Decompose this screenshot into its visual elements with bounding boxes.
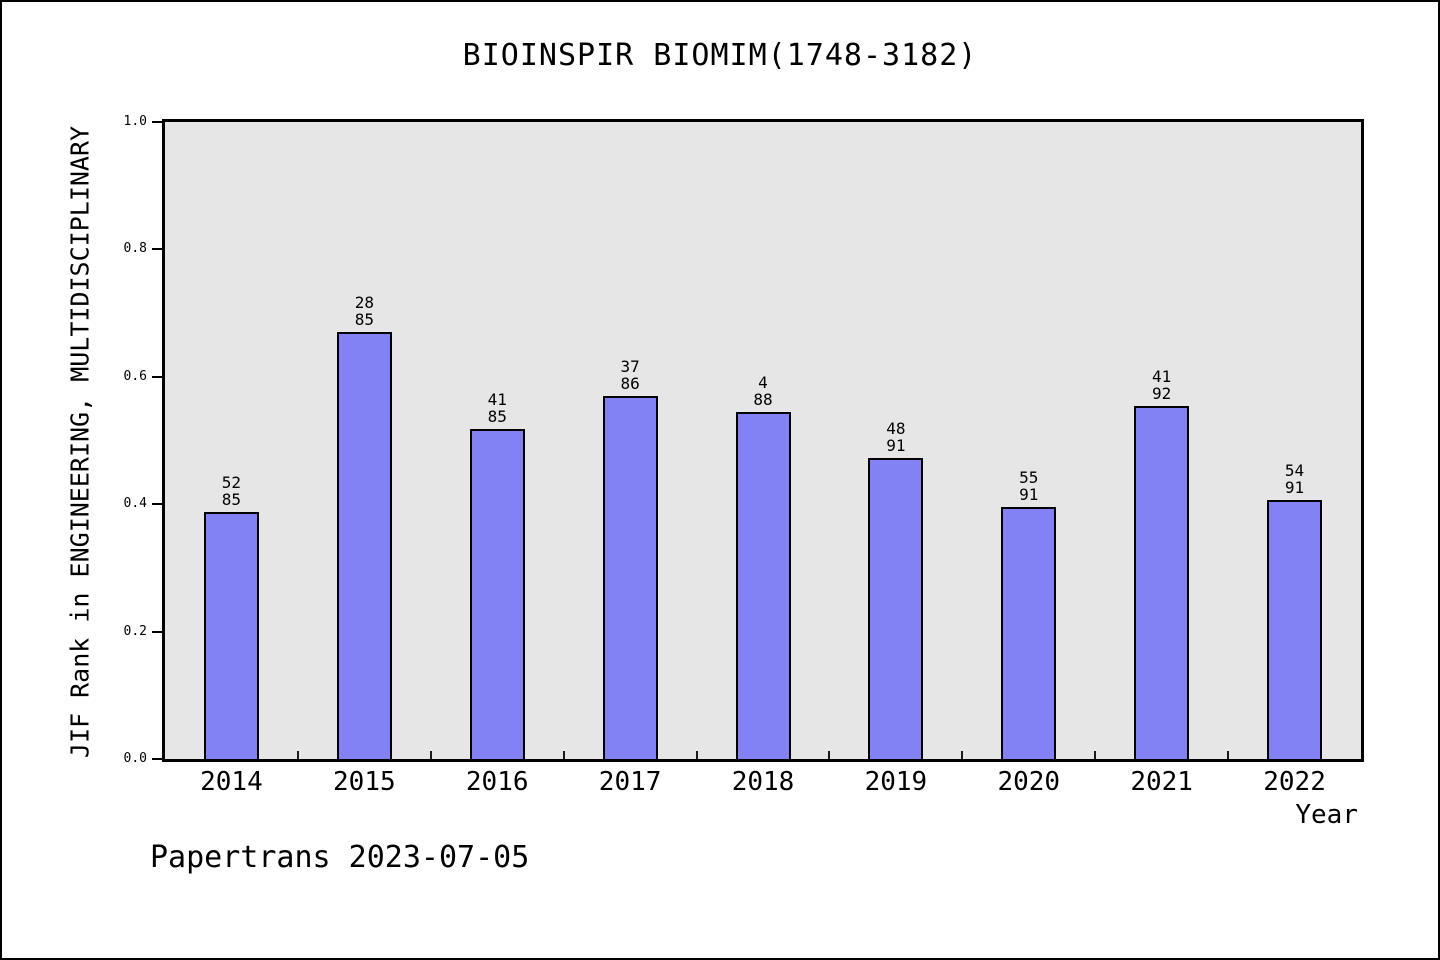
y-tick-label: 0.8 [123, 241, 147, 257]
y-tick-mark [152, 375, 162, 378]
x-minor-tick [429, 751, 432, 759]
bar-value-label-2021: 41 92 [1117, 368, 1207, 402]
y-tick-mark [152, 503, 162, 506]
bar-value-label-2019: 48 91 [851, 420, 941, 454]
x-minor-tick [296, 751, 299, 759]
y-tick-mark [152, 758, 162, 760]
bar-rank-value: 48 [886, 419, 906, 438]
bar-total-value: 86 [620, 374, 640, 393]
bar-2014 [203, 512, 259, 759]
bar-rank-value: 41 [1152, 367, 1172, 386]
bar-value-label-2018: 4 88 [718, 374, 808, 408]
x-tick-label-2015: 2015 [333, 767, 396, 797]
bar-2019 [868, 458, 924, 759]
x-axis-title: Year [1295, 800, 1358, 830]
x-minor-tick [562, 751, 565, 759]
bar-total-value: 91 [1019, 485, 1039, 504]
x-tick-label-2018: 2018 [731, 767, 795, 797]
bar-2022 [1267, 500, 1323, 759]
footer-watermark: Papertrans 2023-07-05 [150, 840, 530, 875]
x-tick-label-2016: 2016 [465, 767, 529, 797]
bar-rank-value: 37 [620, 357, 640, 376]
bar-total-value: 88 [753, 390, 773, 409]
x-minor-tick [1227, 751, 1230, 759]
y-tick-mark [152, 248, 162, 251]
bar-value-label-2015: 28 85 [319, 294, 409, 328]
bar-total-value: 85 [487, 407, 507, 426]
bar-rank-value: 54 [1284, 461, 1305, 480]
bar-value-label-2016: 41 85 [452, 391, 542, 425]
bar-rank-value: 52 [221, 473, 242, 492]
x-tick-label-2021: 2021 [1130, 767, 1193, 797]
bar-total-value: 91 [886, 436, 906, 455]
y-tick-label: 1.0 [123, 114, 147, 129]
bar-value-label-2022: 54 91 [1250, 462, 1340, 496]
bar-2018 [735, 412, 791, 759]
x-tick-label-2017: 2017 [598, 767, 662, 797]
bar-rank-value: 4 [758, 373, 768, 392]
x-minor-tick [828, 751, 831, 759]
y-tick-mark [152, 121, 162, 123]
x-tick-label-2019: 2019 [864, 767, 928, 797]
bar-total-value: 92 [1152, 384, 1172, 403]
y-tick-mark [152, 630, 162, 633]
x-minor-tick [961, 751, 964, 759]
x-tick-label-2014: 2014 [200, 767, 263, 797]
bar-total-value: 85 [354, 310, 374, 329]
y-tick-label: 0.4 [123, 496, 147, 512]
bar-value-label-2020: 55 91 [984, 469, 1074, 503]
bar-2017 [602, 396, 658, 759]
bar-2021 [1134, 406, 1190, 759]
bar-rank-value: 55 [1019, 468, 1039, 487]
y-tick-label: 0.2 [123, 623, 147, 639]
bar-rank-value: 41 [487, 390, 507, 409]
plot-area: 0.0 0.2 0.4 0.6 0.8 1.0 52 85 28 85 41 85 37 86 4 88 48 9… [124, 114, 1364, 797]
bar-total-value: 85 [221, 490, 242, 509]
y-tick-label: 0.0 [123, 751, 147, 766]
x-minor-tick [695, 751, 698, 759]
bar-2020 [1001, 507, 1057, 759]
chart-title: BIOINSPIR BIOMIM(1748-3182) [462, 38, 978, 73]
bar-total-value: 91 [1284, 478, 1305, 497]
y-axis-title: JIF Rank in ENGINEERING, MULTIDISCIPLINA… [65, 125, 95, 759]
bar-value-label-2017: 37 86 [585, 358, 675, 392]
y-tick-label: 0.6 [123, 368, 147, 384]
x-minor-tick [1094, 751, 1097, 759]
bar-2015 [336, 332, 392, 759]
bar-value-label-2014: 52 85 [186, 474, 276, 508]
x-tick-label-2020: 2020 [997, 767, 1061, 797]
bar-2016 [469, 429, 525, 759]
bar-rank-value: 28 [354, 293, 374, 312]
x-tick-label-2022: 2022 [1263, 767, 1326, 797]
